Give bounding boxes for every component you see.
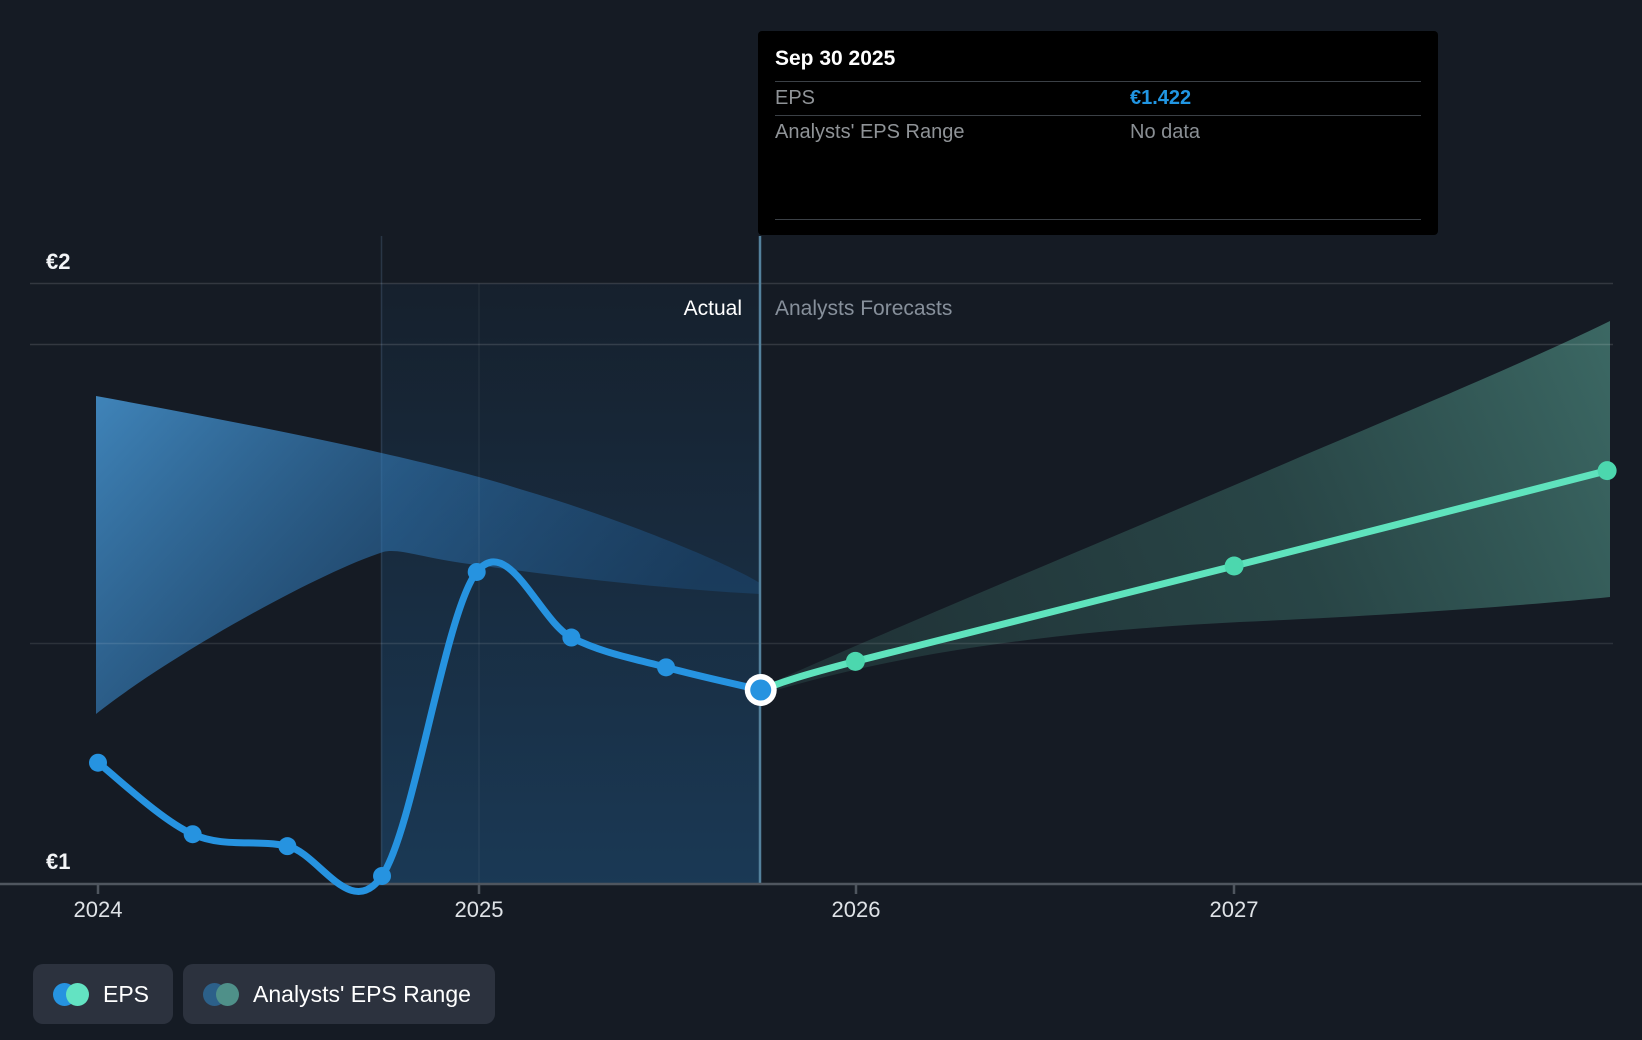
current-point[interactable] xyxy=(750,679,772,701)
legend-eps-label: EPS xyxy=(103,980,150,1007)
x-tick-2026: 2026 xyxy=(831,897,881,922)
legend: EPS Analysts' EPS Range xyxy=(0,964,495,1024)
tooltip-date: Sep 30 2025 xyxy=(775,31,1421,82)
eps-point[interactable] xyxy=(657,658,676,677)
eps-forecast-line[interactable] xyxy=(757,467,1611,694)
chart-tooltip: Sep 30 2025 EPS €1.422 Analysts' EPS Ran… xyxy=(758,31,1438,235)
tooltip-range-value: No data xyxy=(1130,121,1201,143)
analysts-range-band-past xyxy=(96,396,760,714)
eps-actual-line[interactable] xyxy=(94,558,765,895)
eps-point[interactable] xyxy=(373,866,392,885)
tooltip-eps-value: €1.422 xyxy=(1130,87,1192,109)
legend-item-eps[interactable]: EPS xyxy=(33,964,174,1024)
eps-point[interactable] xyxy=(183,825,202,844)
legend-analysts-range-label: Analysts' EPS Range xyxy=(253,980,471,1007)
analysts-range-series-icon xyxy=(203,982,240,1006)
x-tick-2027: 2027 xyxy=(1209,897,1259,922)
y-axis-label-2: €2 xyxy=(46,249,71,274)
forecast-point[interactable] xyxy=(1224,556,1244,576)
analysts-range-band-future xyxy=(760,321,1610,695)
tooltip-eps-label: EPS xyxy=(775,87,816,109)
x-axis-ticks xyxy=(96,884,1236,894)
y-axis-label-1: €1 xyxy=(46,849,71,874)
forecasts-section-label: Analysts Forecasts xyxy=(775,297,953,320)
eps-point[interactable] xyxy=(467,562,486,581)
legend-item-analysts-range[interactable]: Analysts' EPS Range xyxy=(183,964,495,1024)
eps-point[interactable] xyxy=(89,753,107,772)
tooltip-range-label: Analysts' EPS Range xyxy=(775,121,965,143)
forecast-point[interactable] xyxy=(1597,461,1617,481)
eps-point[interactable] xyxy=(278,837,297,856)
tooltip-spacer xyxy=(775,149,1421,220)
x-tick-2025: 2025 xyxy=(454,897,504,922)
series-layer xyxy=(89,461,1617,895)
actual-section-label: Actual xyxy=(683,297,742,320)
tooltip-row-range: Analysts' EPS Range No data xyxy=(775,116,1421,149)
eps-series-icon xyxy=(53,982,89,1006)
x-tick-2024: 2024 xyxy=(73,897,123,922)
forecast-point[interactable] xyxy=(845,651,865,671)
eps-point[interactable] xyxy=(562,628,581,647)
tooltip-row-eps: EPS €1.422 xyxy=(775,82,1421,116)
